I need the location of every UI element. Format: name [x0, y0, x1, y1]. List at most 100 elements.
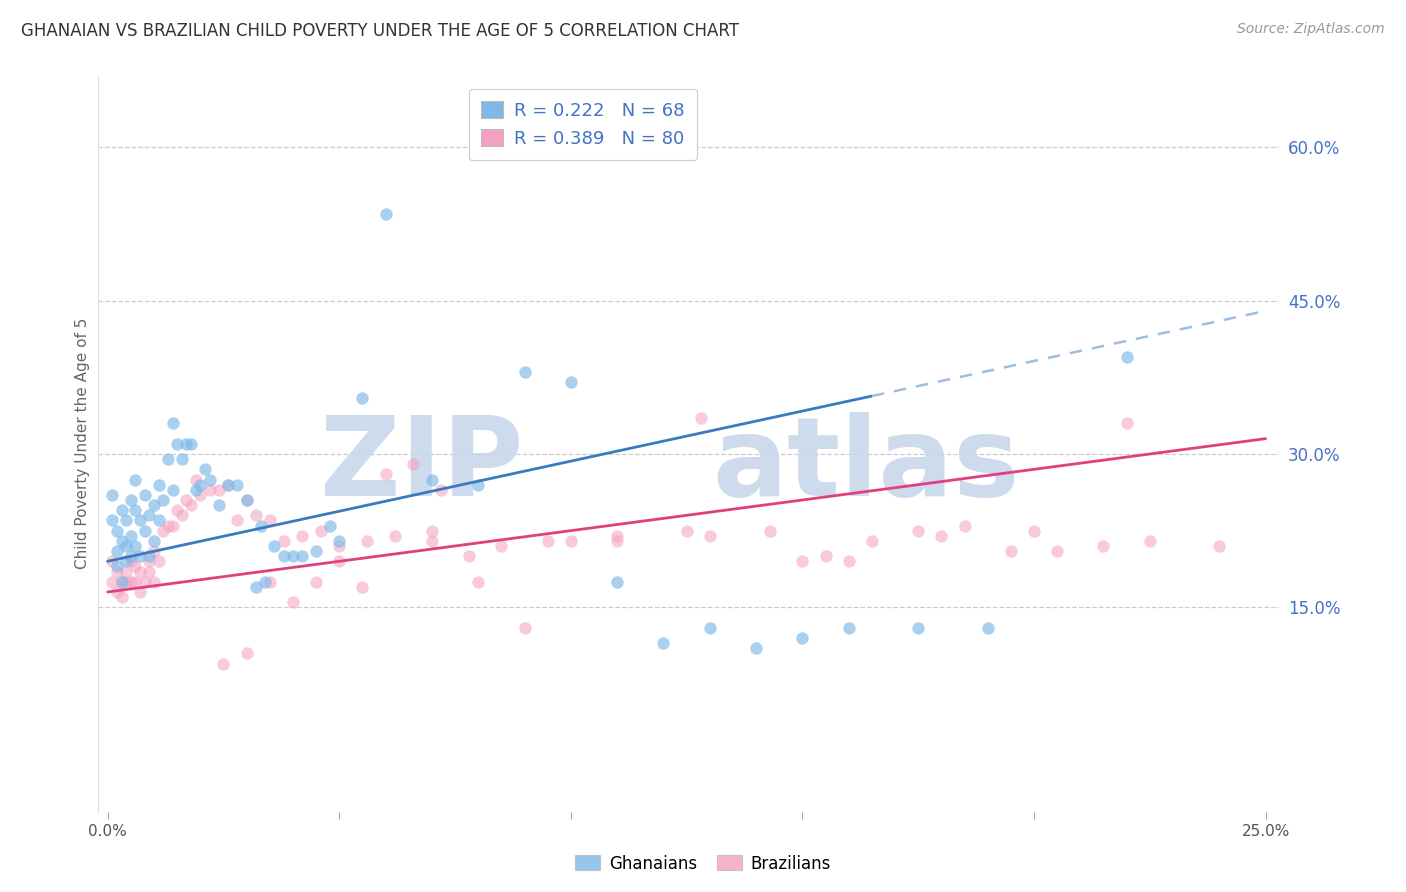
Point — [180, 498, 202, 512]
Point — [513, 621, 536, 635]
Point — [105, 585, 128, 599]
Point — [245, 508, 267, 523]
Point — [124, 539, 146, 553]
Point — [115, 513, 138, 527]
Point — [138, 549, 160, 564]
Point — [124, 559, 146, 574]
Point — [143, 544, 166, 558]
Point — [291, 529, 314, 543]
Point — [259, 513, 281, 527]
Point — [814, 549, 837, 564]
Point — [208, 483, 231, 497]
Point — [138, 508, 160, 523]
Point — [402, 457, 425, 471]
Point — [156, 518, 179, 533]
Point — [1139, 533, 1161, 548]
Point — [513, 365, 536, 379]
Point — [143, 533, 166, 548]
Point — [328, 539, 350, 553]
Point — [1000, 544, 1022, 558]
Point — [110, 503, 132, 517]
Point — [217, 477, 239, 491]
Point — [184, 473, 207, 487]
Point — [138, 565, 160, 579]
Point — [430, 483, 453, 497]
Point — [689, 411, 711, 425]
Y-axis label: Child Poverty Under the Age of 5: Child Poverty Under the Age of 5 — [75, 318, 90, 569]
Point — [226, 477, 249, 491]
Point — [467, 477, 489, 491]
Point — [249, 518, 271, 533]
Point — [208, 498, 231, 512]
Point — [907, 621, 929, 635]
Point — [537, 533, 560, 548]
Point — [281, 549, 304, 564]
Point — [143, 574, 166, 589]
Text: atlas: atlas — [713, 412, 1019, 519]
Point — [162, 417, 184, 431]
Point — [198, 473, 221, 487]
Point — [560, 376, 582, 390]
Text: Source: ZipAtlas.com: Source: ZipAtlas.com — [1237, 22, 1385, 37]
Point — [1092, 539, 1115, 553]
Point — [188, 488, 211, 502]
Point — [792, 631, 814, 645]
Point — [356, 533, 378, 548]
Point — [467, 574, 489, 589]
Point — [606, 533, 628, 548]
Point — [1115, 417, 1137, 431]
Point — [170, 508, 193, 523]
Point — [352, 391, 374, 405]
Point — [420, 473, 443, 487]
Point — [281, 595, 304, 609]
Point — [309, 524, 332, 538]
Point — [907, 524, 929, 538]
Point — [134, 574, 156, 589]
Point — [110, 574, 132, 589]
Point — [110, 590, 132, 604]
Point — [273, 549, 295, 564]
Point — [115, 565, 138, 579]
Point — [138, 554, 160, 568]
Point — [675, 524, 697, 538]
Point — [245, 580, 267, 594]
Point — [180, 437, 202, 451]
Point — [352, 580, 374, 594]
Point — [105, 565, 128, 579]
Point — [129, 565, 152, 579]
Point — [1046, 544, 1069, 558]
Point — [838, 554, 860, 568]
Point — [115, 539, 138, 553]
Point — [129, 585, 152, 599]
Point — [860, 533, 883, 548]
Point — [976, 621, 998, 635]
Point — [120, 549, 142, 564]
Point — [129, 513, 152, 527]
Text: GHANAIAN VS BRAZILIAN CHILD POVERTY UNDER THE AGE OF 5 CORRELATION CHART: GHANAIAN VS BRAZILIAN CHILD POVERTY UNDE… — [21, 22, 740, 40]
Point — [420, 524, 443, 538]
Point — [953, 518, 976, 533]
Point — [143, 498, 166, 512]
Point — [384, 529, 406, 543]
Point — [110, 574, 132, 589]
Point — [148, 554, 170, 568]
Point — [101, 554, 124, 568]
Point — [134, 524, 156, 538]
Text: ZIP: ZIP — [321, 412, 523, 519]
Point — [105, 544, 128, 558]
Point — [606, 574, 628, 589]
Point — [162, 483, 184, 497]
Point — [115, 554, 138, 568]
Point — [491, 539, 513, 553]
Point — [152, 524, 174, 538]
Point — [745, 641, 768, 656]
Point — [1115, 350, 1137, 364]
Point — [120, 493, 142, 508]
Point — [792, 554, 814, 568]
Point — [254, 574, 277, 589]
Point — [328, 533, 350, 548]
Point — [101, 513, 124, 527]
Point — [759, 524, 782, 538]
Point — [152, 493, 174, 508]
Point — [101, 488, 124, 502]
